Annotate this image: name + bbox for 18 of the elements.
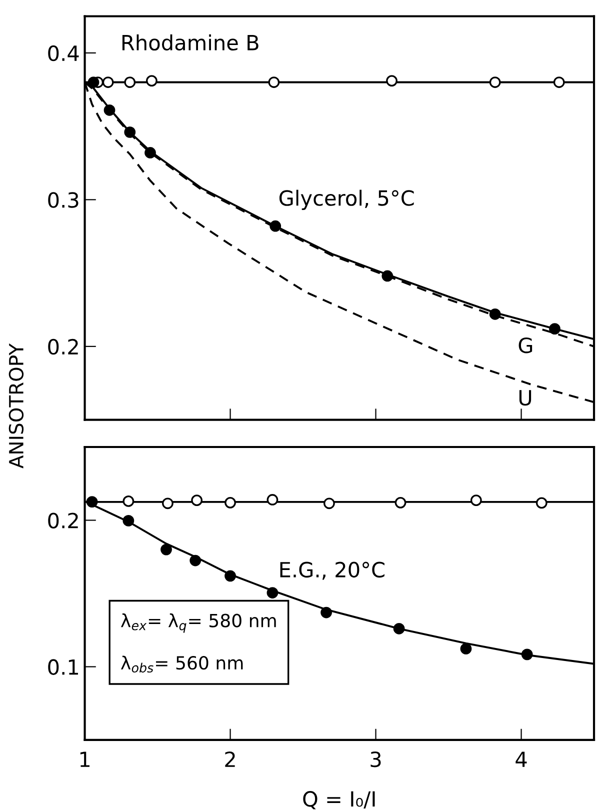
x-tick-label: 2 <box>225 751 235 767</box>
x-tick-label: 4 <box>516 752 527 767</box>
y-tick-label: 0.3 <box>48 192 78 208</box>
y-axis-title: ANISOTROPY <box>8 343 24 468</box>
y-tick-label: 0.4 <box>48 45 79 62</box>
annotation: G <box>518 337 532 354</box>
y-tick-label: 0.1 <box>48 659 78 675</box>
annotation: λ$_{ex}$= λ$_{q}$= 580 nm <box>120 613 276 633</box>
x-axis-title: Q = I₀/I <box>303 791 375 810</box>
y-tick-label: 0.2 <box>48 512 78 528</box>
annotation: U <box>519 390 532 406</box>
annotation: Rhodamine B <box>122 34 258 51</box>
annotation: E.G., 20°C <box>280 562 384 580</box>
x-tick-label: 1 <box>80 752 90 767</box>
x-tick-label: 3 <box>370 751 381 768</box>
annotation: Glycerol, 5°C <box>279 190 414 210</box>
y-tick-label: 0.2 <box>48 338 78 355</box>
annotation: λ$_{obs}$= 560 nm <box>120 656 243 673</box>
